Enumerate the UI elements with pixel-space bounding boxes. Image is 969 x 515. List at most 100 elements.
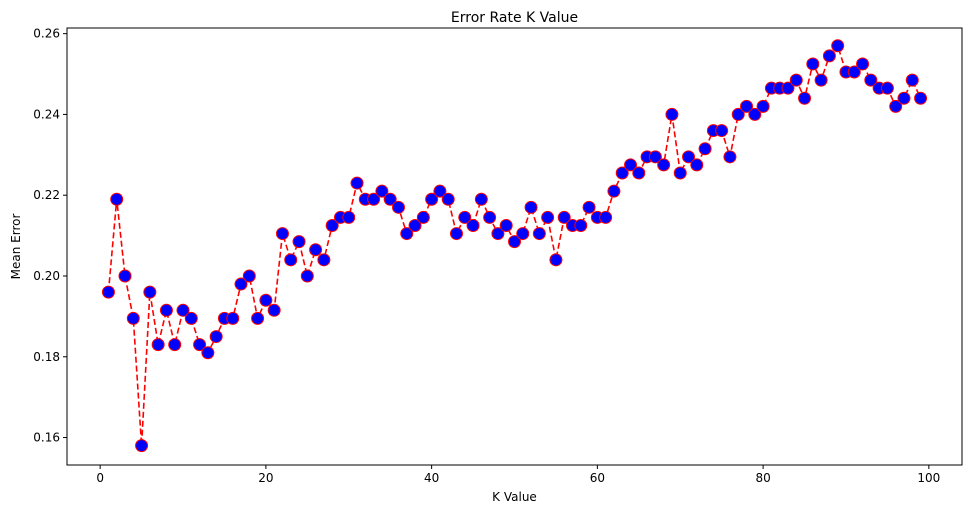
data-point bbox=[607, 184, 621, 198]
data-point bbox=[284, 253, 298, 267]
data-point bbox=[292, 235, 306, 249]
data-point bbox=[416, 210, 430, 224]
data-point bbox=[242, 269, 256, 283]
data-point bbox=[383, 192, 397, 206]
data-point bbox=[101, 285, 115, 299]
data-point bbox=[756, 99, 770, 113]
data-point bbox=[184, 311, 198, 325]
data-point bbox=[831, 39, 845, 53]
y-tick-label: 0.16 bbox=[33, 431, 60, 445]
data-point bbox=[914, 91, 928, 105]
y-tick-label: 0.22 bbox=[33, 188, 60, 202]
data-point bbox=[789, 73, 803, 87]
data-point bbox=[135, 439, 149, 453]
data-point bbox=[193, 338, 207, 352]
y-tick-label: 0.20 bbox=[33, 269, 60, 283]
data-point bbox=[350, 176, 364, 190]
data-point bbox=[400, 227, 414, 241]
y-axis-label: Mean Error bbox=[9, 214, 23, 280]
data-point bbox=[159, 303, 173, 317]
data-point bbox=[806, 57, 820, 71]
x-tick-label: 20 bbox=[258, 471, 273, 485]
data-point bbox=[259, 293, 273, 307]
data-point bbox=[822, 49, 836, 63]
data-point bbox=[648, 150, 662, 164]
data-point bbox=[151, 338, 165, 352]
data-point bbox=[508, 235, 521, 249]
data-point bbox=[267, 303, 281, 317]
data-point bbox=[474, 192, 488, 206]
data-point bbox=[309, 243, 323, 257]
plot-layer bbox=[101, 39, 928, 453]
data-point bbox=[682, 150, 696, 164]
data-point bbox=[300, 269, 314, 283]
data-point bbox=[905, 73, 919, 87]
data-point bbox=[798, 91, 812, 105]
data-point bbox=[599, 210, 613, 224]
data-point bbox=[325, 219, 339, 232]
data-point bbox=[541, 210, 555, 224]
data-point bbox=[367, 192, 381, 206]
axes-layer: 0 20 40 60 80 100 0.16 0.18 0.20 0.22 0.24 0.26 bbox=[33, 27, 940, 485]
data-point bbox=[880, 81, 894, 95]
x-tick-label: 60 bbox=[590, 471, 605, 485]
data-point bbox=[118, 269, 132, 283]
data-point bbox=[673, 166, 687, 180]
data-point bbox=[524, 200, 538, 214]
data-point bbox=[234, 277, 248, 291]
data-point bbox=[665, 107, 679, 121]
data-point bbox=[715, 124, 729, 138]
data-point bbox=[748, 107, 762, 121]
x-tick-label: 0 bbox=[96, 471, 104, 485]
data-point bbox=[441, 192, 455, 206]
data-point bbox=[781, 81, 795, 95]
data-point bbox=[856, 57, 870, 71]
data-point bbox=[889, 99, 903, 113]
data-point bbox=[251, 311, 265, 325]
data-point bbox=[740, 99, 754, 113]
data-point bbox=[391, 200, 405, 214]
data-point bbox=[275, 227, 289, 241]
data-point bbox=[449, 227, 463, 241]
data-point bbox=[532, 227, 546, 241]
data-point bbox=[615, 166, 629, 180]
data-point bbox=[624, 158, 638, 172]
data-point bbox=[408, 219, 422, 232]
data-point bbox=[491, 227, 505, 241]
x-tick-label: 100 bbox=[917, 471, 940, 485]
data-point bbox=[466, 219, 480, 232]
data-point bbox=[897, 91, 911, 105]
y-tick-label: 0.24 bbox=[33, 107, 60, 121]
data-point bbox=[557, 210, 571, 224]
data-point bbox=[110, 192, 124, 206]
data-point bbox=[690, 158, 704, 172]
y-tick-label: 0.18 bbox=[33, 350, 60, 364]
data-point bbox=[499, 219, 513, 232]
data-point bbox=[226, 311, 240, 325]
data-point bbox=[317, 253, 331, 267]
data-point bbox=[723, 150, 737, 164]
data-point bbox=[698, 142, 712, 156]
data-point bbox=[483, 210, 497, 224]
data-point bbox=[574, 219, 588, 232]
data-point bbox=[375, 184, 389, 198]
data-point bbox=[582, 200, 596, 214]
data-point bbox=[731, 107, 745, 121]
data-point bbox=[143, 285, 157, 299]
y-tick-label: 0.26 bbox=[33, 27, 60, 41]
data-point bbox=[209, 330, 223, 344]
x-tick-label: 40 bbox=[424, 471, 439, 485]
data-point bbox=[176, 303, 190, 317]
data-point bbox=[168, 338, 182, 352]
data-point bbox=[425, 192, 439, 206]
data-point bbox=[126, 311, 140, 325]
chart-title: Error Rate K Value bbox=[451, 10, 578, 26]
x-tick-label: 80 bbox=[755, 471, 770, 485]
data-point bbox=[433, 184, 447, 198]
plot-frame bbox=[66, 27, 963, 466]
data-point bbox=[201, 346, 215, 360]
data-point bbox=[657, 158, 671, 172]
data-point bbox=[814, 73, 828, 87]
